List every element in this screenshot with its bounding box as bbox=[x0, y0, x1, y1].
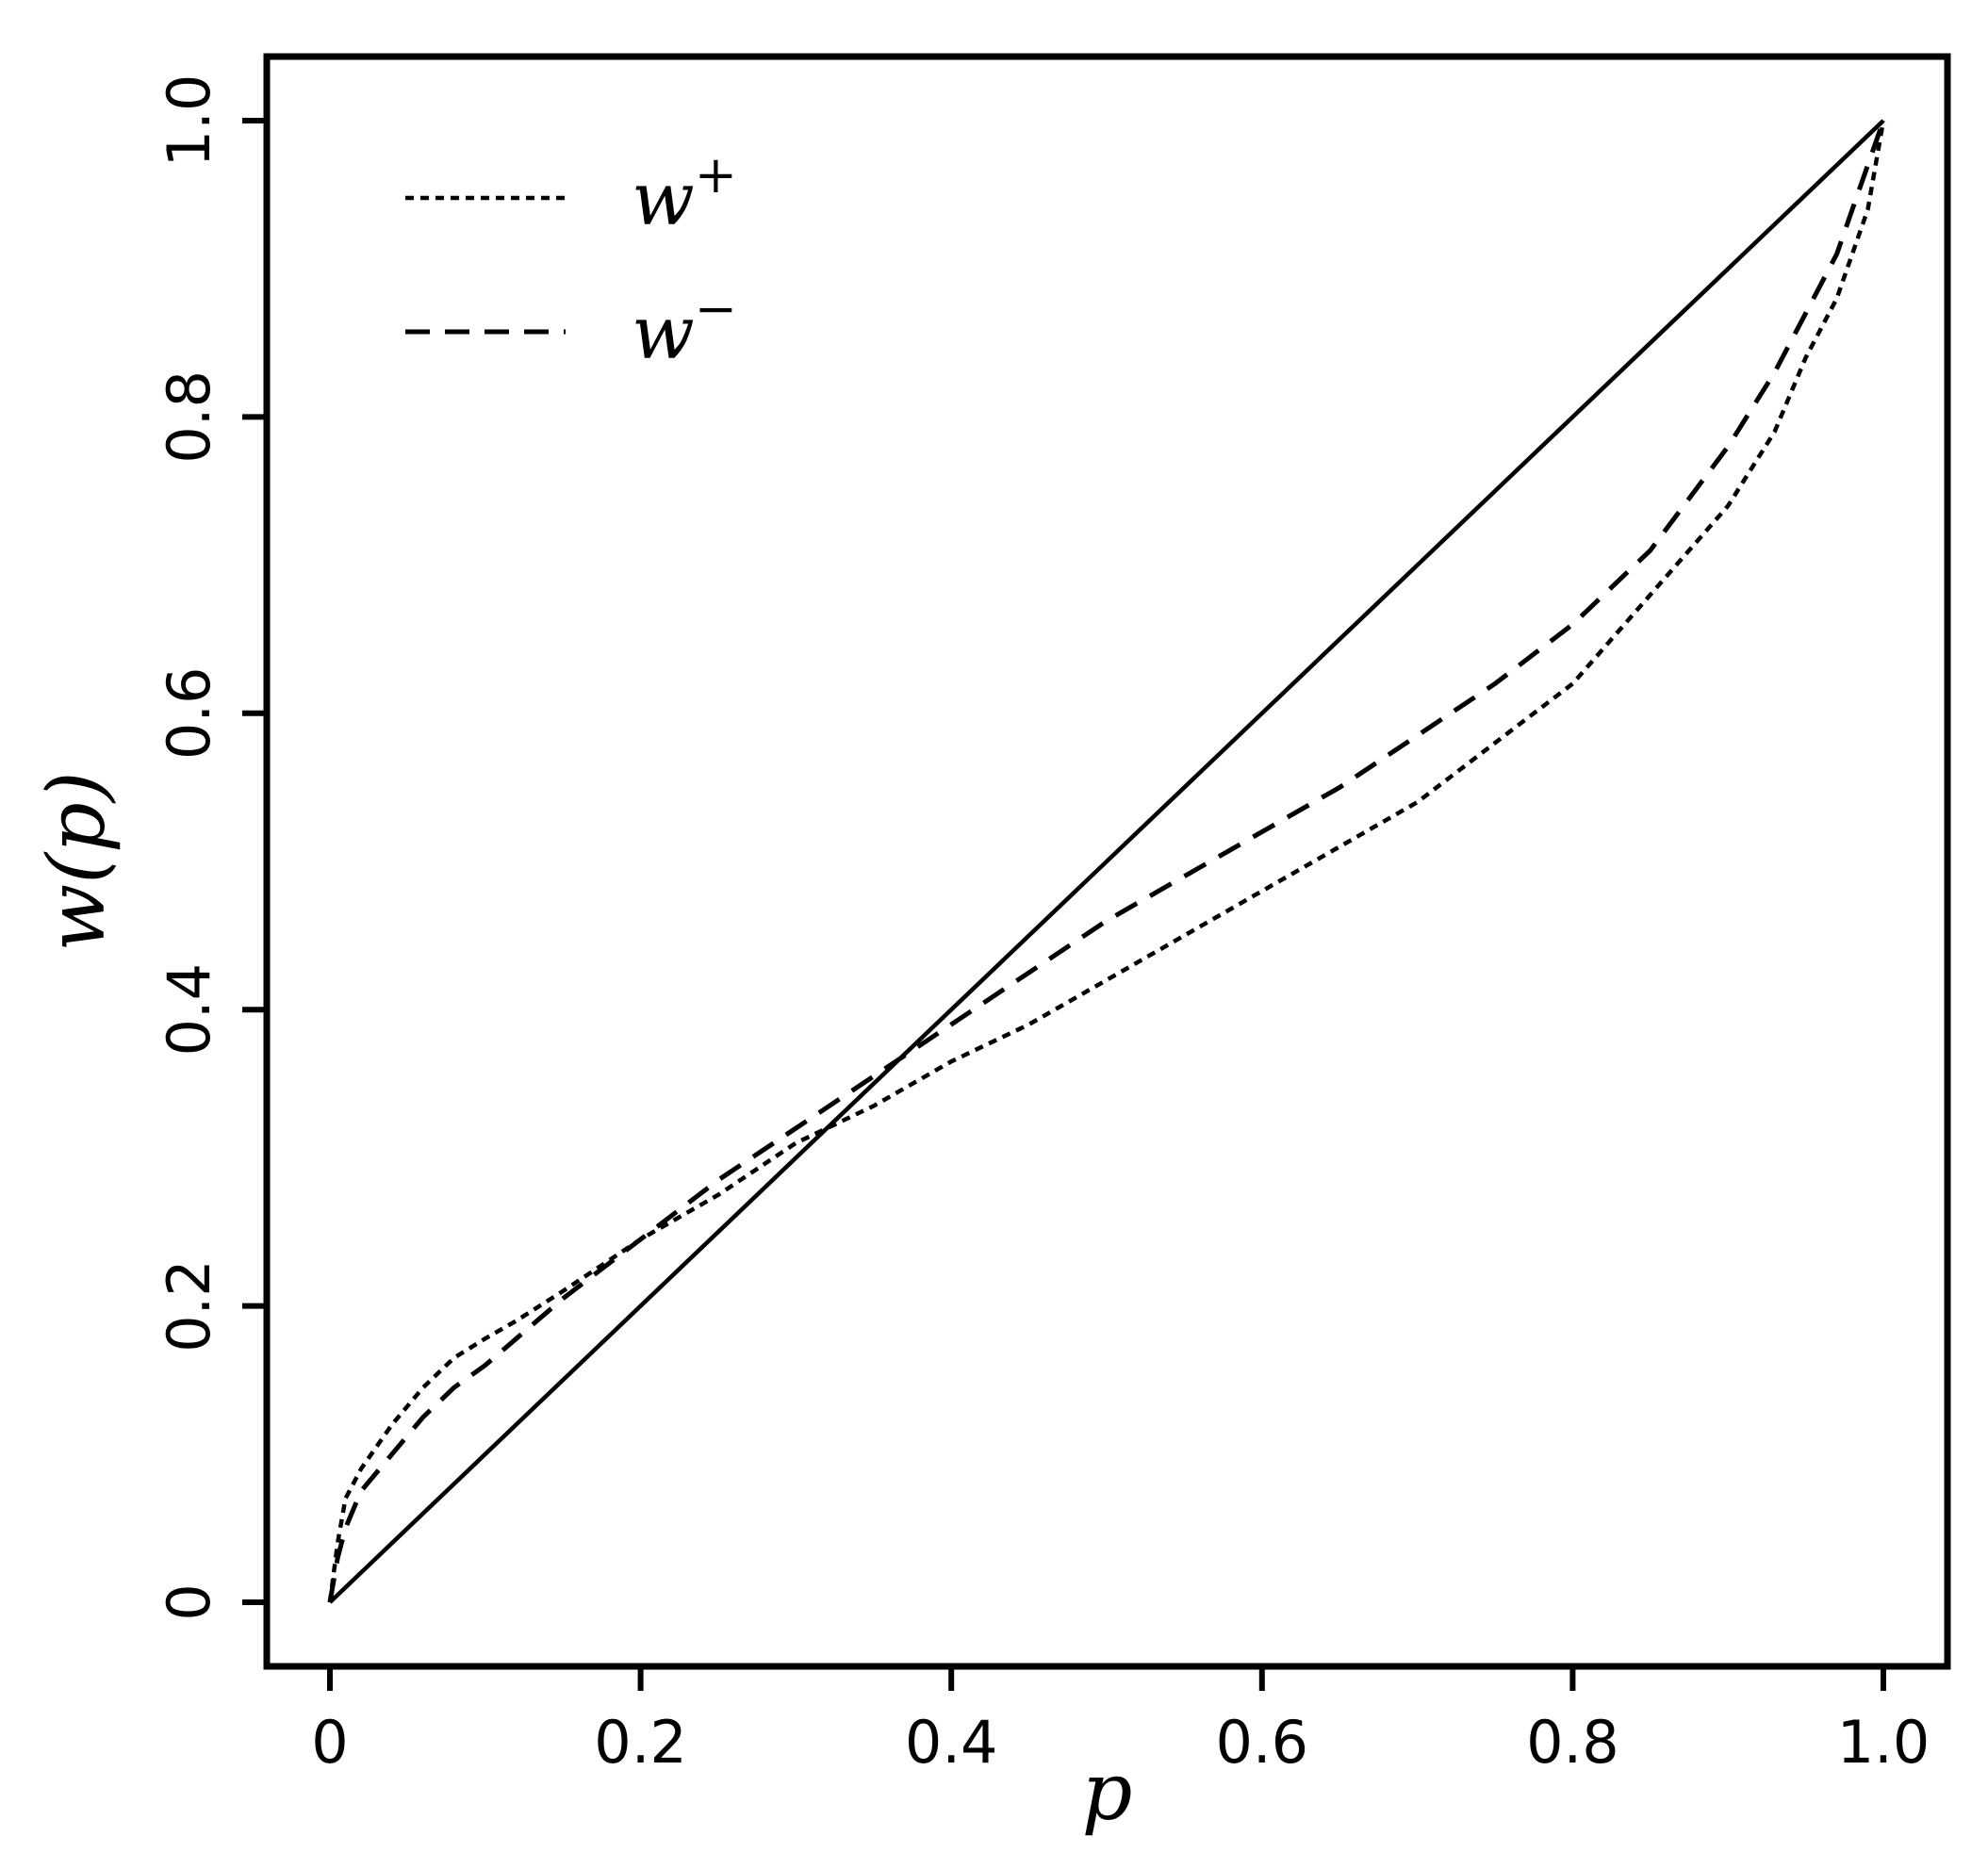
y-axis: 0 0.2 0.4 0.6 0.8 1.0 bbox=[155, 74, 267, 1621]
y-tick-label: 0.8 bbox=[155, 370, 223, 464]
plot-frame bbox=[263, 53, 1951, 1670]
series-line-w_plus bbox=[327, 120, 1886, 1603]
legend: w+ w− bbox=[405, 145, 737, 376]
legend-label-w_plus: w+ bbox=[632, 145, 737, 242]
plot-lines bbox=[327, 119, 1886, 1604]
legend-label-w_minus: w− bbox=[632, 279, 737, 376]
y-tick-label: 0 bbox=[155, 1583, 223, 1620]
x-axis-title: p bbox=[1082, 1746, 1133, 1838]
x-tick-label: 0 bbox=[311, 1708, 348, 1777]
y-tick-label: 0.2 bbox=[155, 1259, 223, 1353]
series-line-w_minus bbox=[327, 120, 1886, 1603]
x-axis: 0 0.2 0.4 0.6 0.8 1.0 bbox=[311, 1666, 1930, 1777]
x-tick-label: 0.6 bbox=[1215, 1708, 1308, 1777]
x-tick-label: 0.4 bbox=[905, 1708, 998, 1777]
x-tick-label: 0.2 bbox=[594, 1708, 687, 1777]
x-tick-label: 0.8 bbox=[1526, 1708, 1619, 1777]
series-line-identity bbox=[328, 119, 1885, 1604]
y-tick-label: 0.4 bbox=[155, 963, 223, 1057]
y-tick-label: 1.0 bbox=[155, 74, 223, 168]
y-tick-label: 0.6 bbox=[155, 666, 223, 760]
y-axis-title: w(p) bbox=[30, 771, 123, 951]
x-tick-label: 1.0 bbox=[1837, 1708, 1930, 1777]
